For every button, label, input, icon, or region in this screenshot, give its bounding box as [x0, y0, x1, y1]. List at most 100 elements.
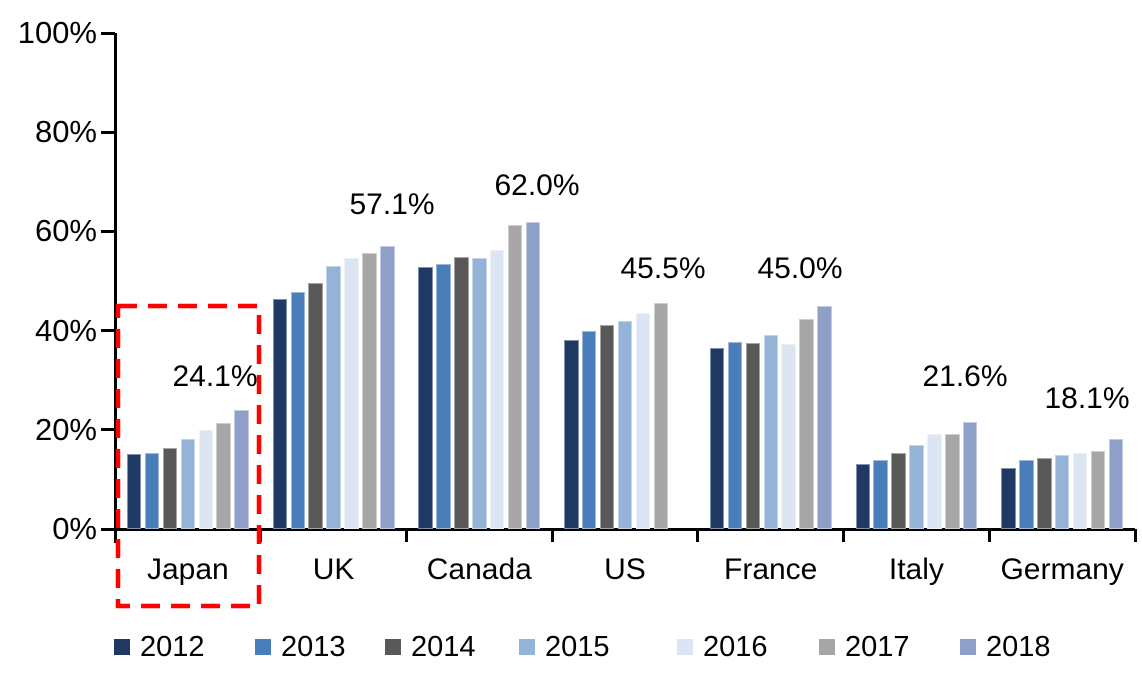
bar-japan-2016 — [198, 429, 213, 529]
y-axis — [113, 33, 117, 543]
y-axis-tick — [101, 329, 115, 333]
legend-item-2013: 2013 — [255, 630, 346, 664]
bar-uk-2016 — [344, 257, 359, 529]
bar-japan-2014 — [162, 448, 178, 529]
y-axis-tick — [101, 428, 115, 432]
axis-label-canada: Canada — [426, 553, 532, 586]
bar-france-2017 — [799, 319, 814, 529]
y-axis-label: 60% — [34, 213, 97, 249]
bar-japan-2013 — [144, 453, 160, 529]
bar-uk-2017 — [362, 252, 377, 529]
bar-germany-2017 — [1090, 450, 1106, 529]
legend-label: 2015 — [545, 631, 610, 663]
x-axis-tick — [696, 529, 700, 542]
bar-us-2014 — [599, 324, 615, 529]
legend-swatch-2014 — [385, 639, 401, 655]
bar-us-2012 — [564, 339, 579, 529]
axis-label-japan: Japan — [146, 553, 229, 586]
bar-uk-2012 — [272, 299, 288, 529]
legend-swatch-2013 — [255, 639, 271, 655]
legend-item-2012: 2012 — [114, 630, 205, 664]
bar-italy-2012 — [855, 463, 870, 529]
bar-japan-2017 — [216, 423, 231, 529]
legend-item-2014: 2014 — [385, 630, 476, 664]
data-label-us: 45.5% — [620, 252, 706, 285]
bar-france-2014 — [745, 342, 761, 529]
legend-item-2018: 2018 — [960, 630, 1051, 664]
y-axis-tick — [101, 130, 115, 134]
axis-label-italy: Italy — [888, 553, 944, 586]
x-axis-tick — [987, 529, 991, 542]
legend-swatch-2017 — [819, 639, 835, 655]
y-axis-label: 0% — [52, 511, 97, 546]
y-axis-label: 40% — [34, 312, 97, 348]
bar-france-2015 — [763, 334, 778, 529]
data-label-uk: 57.1% — [349, 188, 435, 221]
bar-germany-2014 — [1037, 458, 1052, 529]
y-axis-tick — [101, 229, 115, 233]
legend-label: 2012 — [140, 631, 205, 663]
bar-canada-2012 — [418, 266, 433, 529]
bar-japan-2018 — [234, 409, 249, 529]
bar-uk-2015 — [326, 265, 341, 529]
bar-france-2018 — [817, 305, 832, 529]
bar-us-2017 — [653, 303, 668, 529]
legend-item-2015: 2015 — [519, 630, 610, 664]
axis-label-france: France — [724, 553, 818, 586]
legend-label: 2014 — [411, 631, 476, 663]
x-axis-tick — [113, 529, 117, 542]
bar-us-2016 — [635, 313, 651, 529]
bar-italy-2016 — [927, 434, 942, 529]
legend-label: 2016 — [703, 631, 768, 663]
bar-japan-2015 — [180, 438, 196, 529]
bar-japan-2012 — [126, 454, 142, 529]
bar-italy-2018 — [962, 421, 978, 529]
bar-canada-2014 — [454, 256, 469, 529]
bar-uk-2013 — [290, 292, 305, 529]
bar-italy-2013 — [873, 459, 888, 529]
data-label-canada: 62.0% — [494, 169, 580, 202]
legend-swatch-2015 — [519, 639, 535, 655]
data-label-france: 45.0% — [757, 252, 843, 285]
y-axis-label: 100% — [17, 15, 97, 50]
legend-label: 2017 — [845, 631, 910, 663]
bar-canada-2015 — [472, 257, 487, 529]
data-label-japan: 24.1% — [172, 360, 258, 393]
legend-swatch-2012 — [114, 639, 130, 655]
legend-item-2017: 2017 — [819, 630, 910, 664]
bar-us-2013 — [581, 331, 597, 529]
bar-france-2016 — [781, 344, 796, 529]
bar-italy-2014 — [891, 452, 906, 529]
x-axis-tick — [550, 529, 554, 542]
bar-germany-2018 — [1108, 439, 1124, 529]
legend-label: 2018 — [986, 631, 1051, 663]
highlight-box-japan — [115, 303, 262, 609]
data-label-germany: 18.1% — [1044, 382, 1130, 415]
bar-germany-2012 — [1001, 468, 1016, 529]
bar-germany-2013 — [1019, 460, 1034, 529]
bar-canada-2018 — [525, 221, 541, 529]
y-axis-tick — [101, 31, 115, 35]
data-label-italy: 21.6% — [922, 360, 1008, 393]
bar-uk-2014 — [308, 282, 323, 529]
bar-germany-2016 — [1072, 452, 1088, 529]
bar-germany-2015 — [1054, 455, 1070, 529]
bar-italy-2015 — [909, 444, 924, 529]
y-axis-label: 80% — [34, 114, 97, 150]
legend-item-2016: 2016 — [677, 630, 768, 664]
bar-uk-2018 — [380, 245, 395, 529]
legend-label: 2013 — [281, 631, 346, 663]
x-axis-tick — [404, 529, 408, 542]
bar-france-2013 — [727, 342, 743, 529]
legend-swatch-2018 — [960, 639, 976, 655]
bar-canada-2013 — [436, 264, 451, 529]
y-axis-label: 20% — [34, 411, 97, 447]
x-axis-tick — [842, 529, 846, 542]
axis-label-uk: UK — [312, 553, 355, 586]
x-axis-tick — [1133, 529, 1137, 542]
axis-label-germany: Germany — [1000, 553, 1124, 586]
bar-us-2015 — [617, 321, 633, 529]
x-axis — [101, 527, 1135, 531]
bar-france-2012 — [709, 347, 725, 529]
